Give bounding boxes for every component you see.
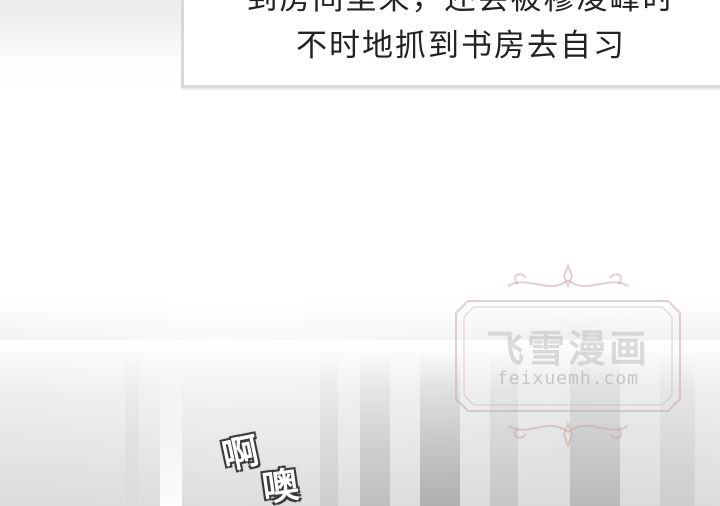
background-stripe — [320, 350, 338, 506]
background-stripe — [360, 350, 390, 506]
background-stripe — [660, 350, 695, 506]
sound-effect-2: 噢 — [259, 464, 302, 506]
background-stripe — [420, 350, 460, 506]
watermark-frame-icon — [455, 263, 681, 450]
caption-line-2: 不时地抓到书房去自习 — [296, 28, 626, 64]
background-stripe — [160, 350, 182, 506]
watermark-url: feixuemh.com — [496, 368, 640, 389]
background-stripe — [125, 350, 139, 506]
watermark: 飞雪漫画 feixuemh.com — [448, 256, 688, 456]
caption-line-1: 到房间里来，还会被穆凌峰时 — [184, 0, 720, 18]
narration-caption-box: 到房间里来，还会被穆凌峰时 不时地抓到书房去自习 — [181, 0, 720, 88]
background-stripe — [570, 350, 620, 506]
watermark-title: 飞雪漫画 — [485, 327, 650, 371]
